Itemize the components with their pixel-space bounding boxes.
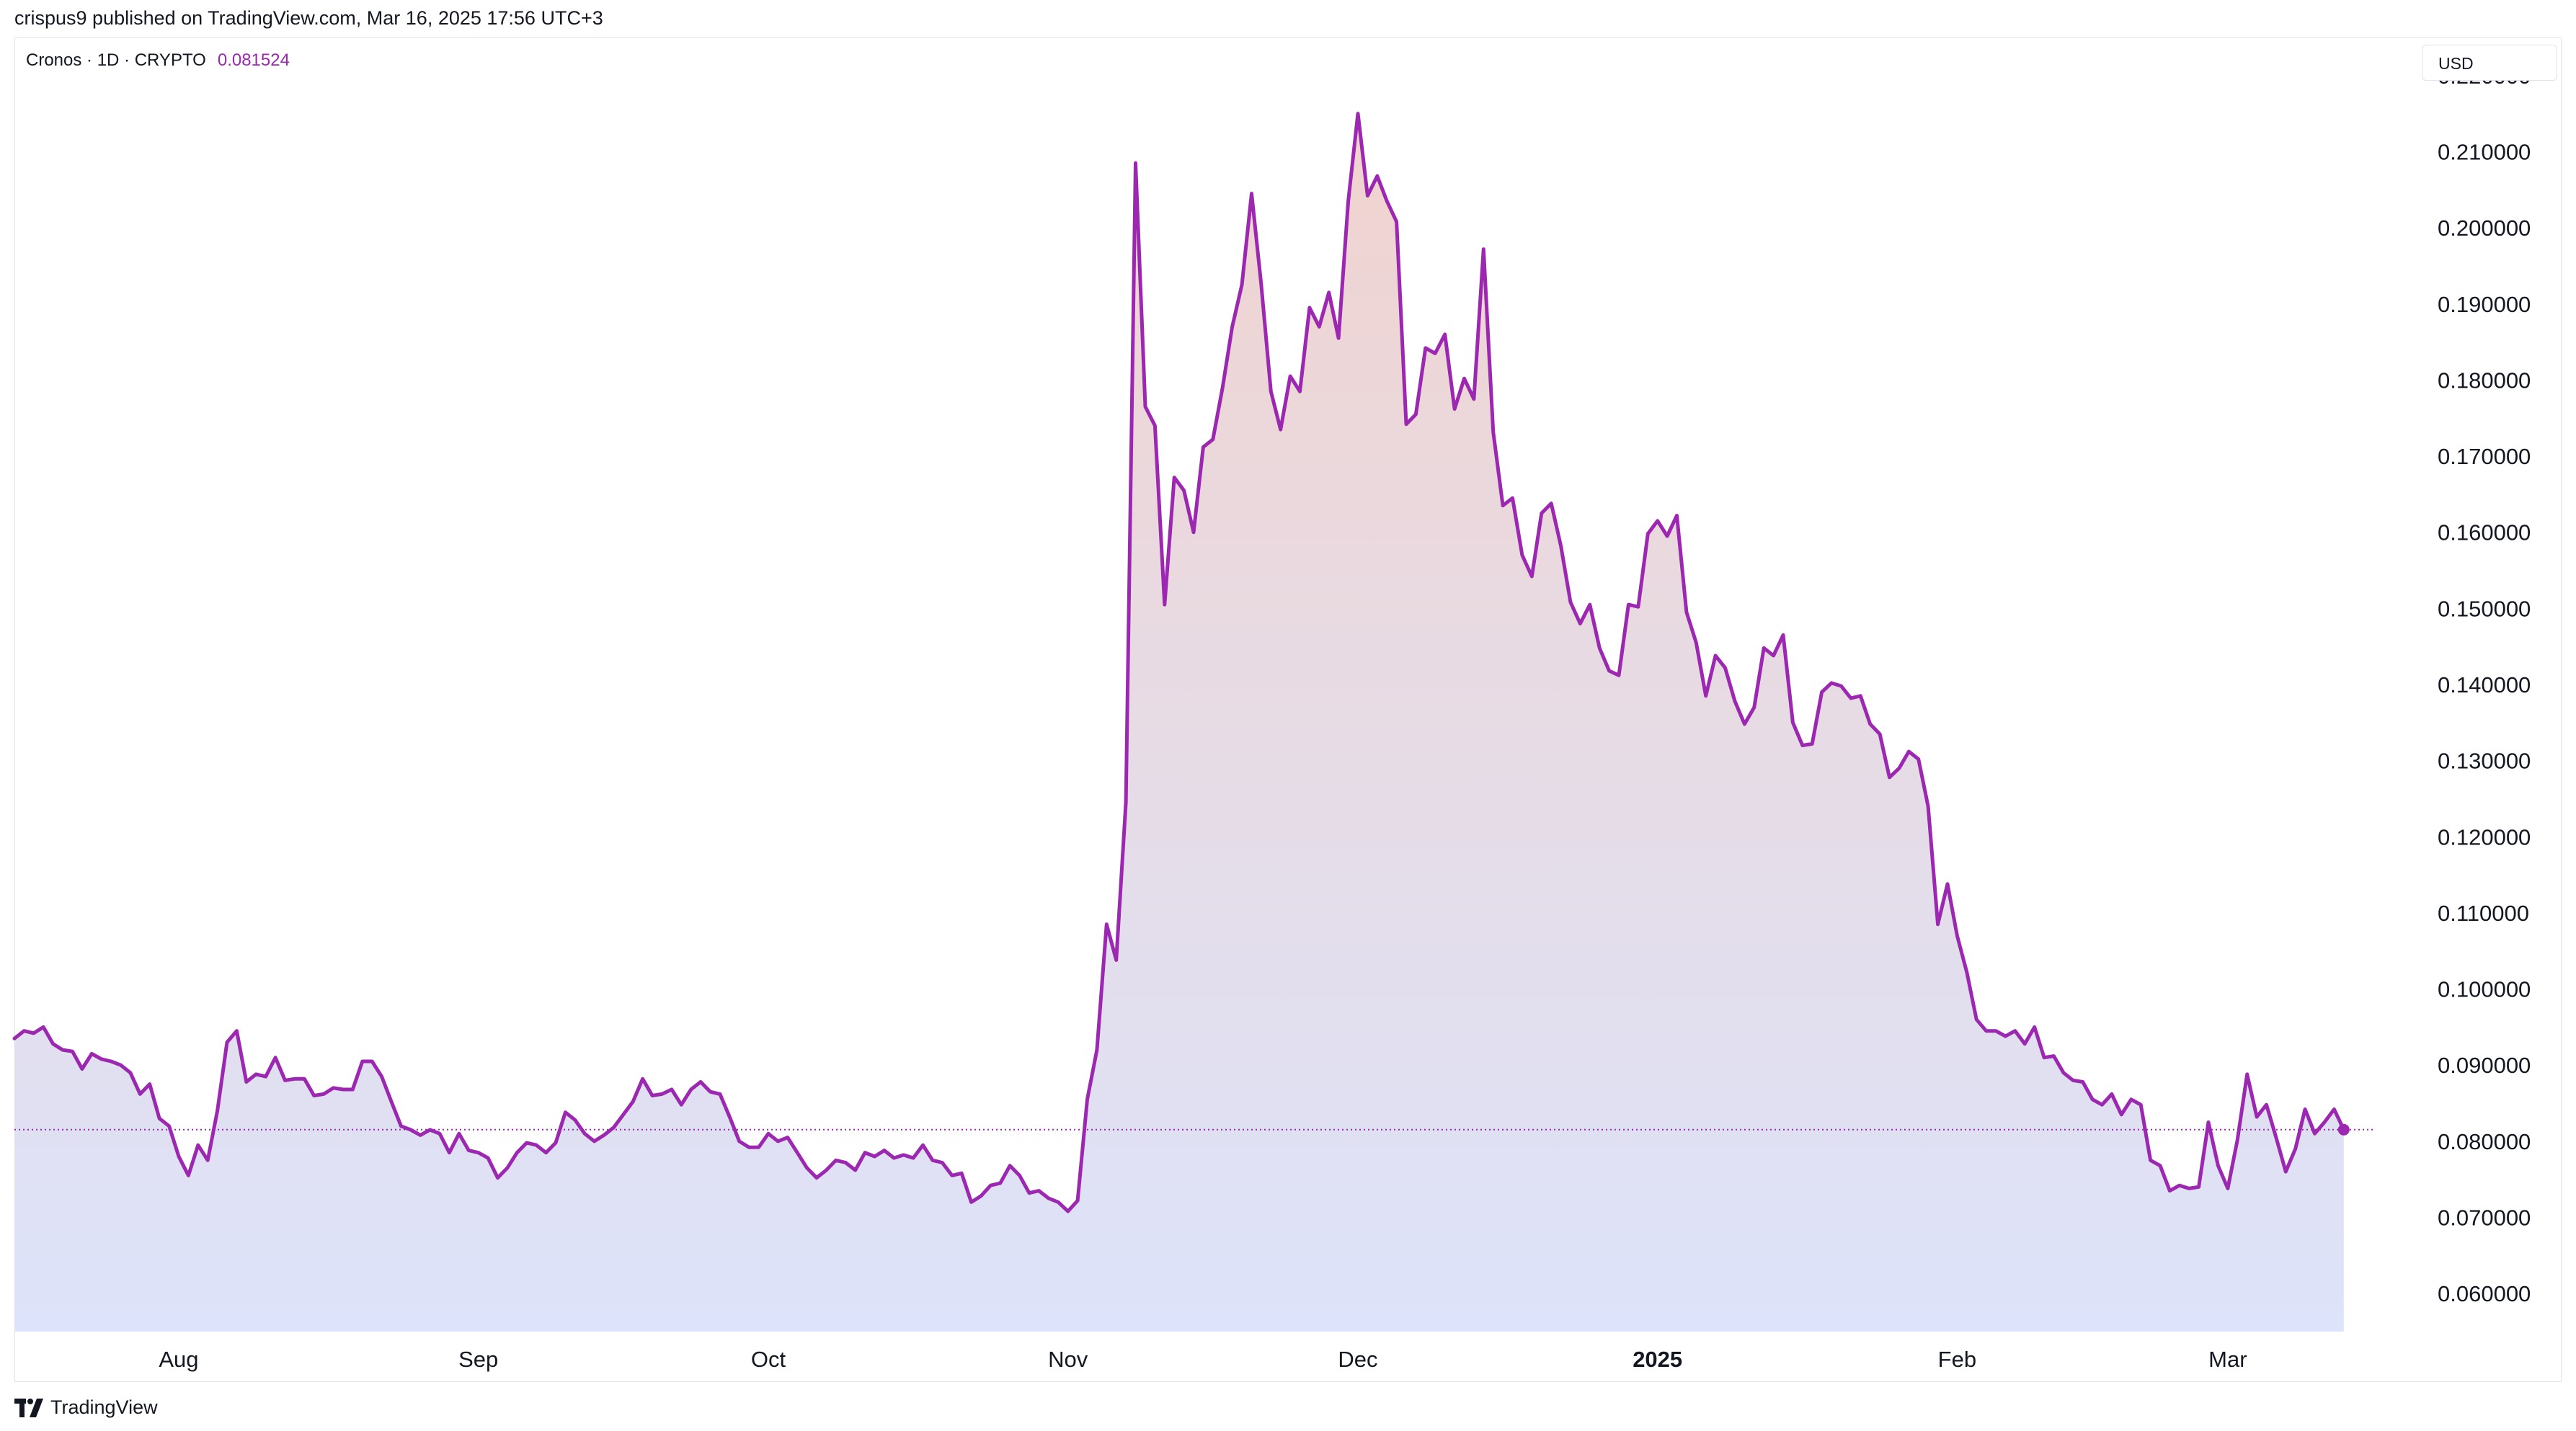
y-tick-label: 0.100000 <box>2438 977 2531 1002</box>
legend-last-price: 0.081524 <box>217 50 290 70</box>
y-tick-label: 0.120000 <box>2438 824 2531 850</box>
y-tick-label: 0.080000 <box>2438 1129 2531 1154</box>
x-tick-label: Mar <box>2208 1347 2247 1372</box>
price-line <box>12 112 2346 1213</box>
x-tick-label: Dec <box>1338 1347 1377 1372</box>
y-tick-label: 0.140000 <box>2438 672 2531 697</box>
y-tick-label: 0.170000 <box>2438 444 2531 469</box>
x-tick-label: Oct <box>751 1347 786 1372</box>
chart-frame <box>14 37 2562 1382</box>
x-tick-label: Aug <box>159 1347 198 1372</box>
tradingview-logo-icon <box>14 1398 43 1417</box>
y-tick-label: 0.180000 <box>2438 367 2531 393</box>
area-fill <box>14 113 2344 1332</box>
y-tick-label: 0.200000 <box>2438 215 2531 241</box>
tradingview-branding[interactable]: TradingView <box>14 1396 158 1419</box>
x-tick-label: Sep <box>458 1347 498 1372</box>
y-tick-label: 0.070000 <box>2438 1205 2531 1231</box>
y-tick-label: 0.150000 <box>2438 596 2531 621</box>
y-tick-label: 0.190000 <box>2438 292 2531 317</box>
time-axis[interactable]: Aug Sep Oct Nov Dec 2025 Feb Mar <box>159 1347 2247 1372</box>
last-price-marker <box>2337 1123 2350 1136</box>
symbol-legend: Cronos · 1D · CRYPTO 0.081524 <box>26 50 290 71</box>
symbol-title[interactable]: Cronos · 1D · CRYPTO <box>26 50 206 70</box>
x-tick-label: Feb <box>1938 1347 1976 1372</box>
brand-name: TradingView <box>50 1396 158 1418</box>
y-tick-label: 0.210000 <box>2438 139 2531 164</box>
y-tick-label: 0.110000 <box>2438 901 2529 926</box>
price-axis[interactable]: 0.060000 0.070000 0.080000 0.090000 0.100000… <box>2438 63 2531 1306</box>
series-layer <box>12 112 2373 1332</box>
y-tick-label: 0.060000 <box>2438 1281 2531 1306</box>
publish-info: crispus9 published on TradingView.com, M… <box>14 7 603 29</box>
x-tick-label: 2025 <box>1633 1347 1682 1372</box>
y-tick-label: 0.130000 <box>2438 749 2531 774</box>
y-tick-label: 0.160000 <box>2438 520 2531 545</box>
currency-button[interactable]: USD <box>2422 45 2557 81</box>
y-tick-label: 0.090000 <box>2438 1053 2531 1078</box>
x-tick-label: Nov <box>1048 1347 1088 1372</box>
